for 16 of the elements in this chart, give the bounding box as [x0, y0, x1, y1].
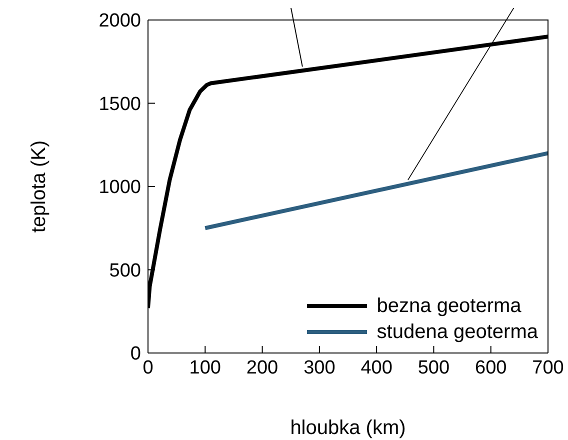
y-tick-label: 0: [130, 344, 141, 365]
x-axis-title: hloubka (km): [290, 417, 406, 439]
x-tick-label: 500: [418, 357, 450, 378]
x-tick-label: 200: [246, 357, 278, 378]
x-tick-label: 100: [189, 357, 221, 378]
legend-label: studena geoterma: [376, 320, 538, 345]
y-tick-label: 1500: [98, 94, 141, 115]
y-tick-label: 1000: [98, 177, 141, 198]
x-tick-label: 400: [360, 357, 392, 378]
x-tick-label: 300: [304, 357, 336, 378]
x-tick-label: 700: [532, 357, 564, 378]
y-tick-label: 500: [109, 260, 141, 282]
x-tick-label: 600: [475, 357, 507, 378]
legend-label: bezna geoterma: [376, 294, 522, 319]
y-tick-label: 2000: [98, 10, 141, 32]
y-axis-title: teplota (K): [28, 140, 50, 233]
